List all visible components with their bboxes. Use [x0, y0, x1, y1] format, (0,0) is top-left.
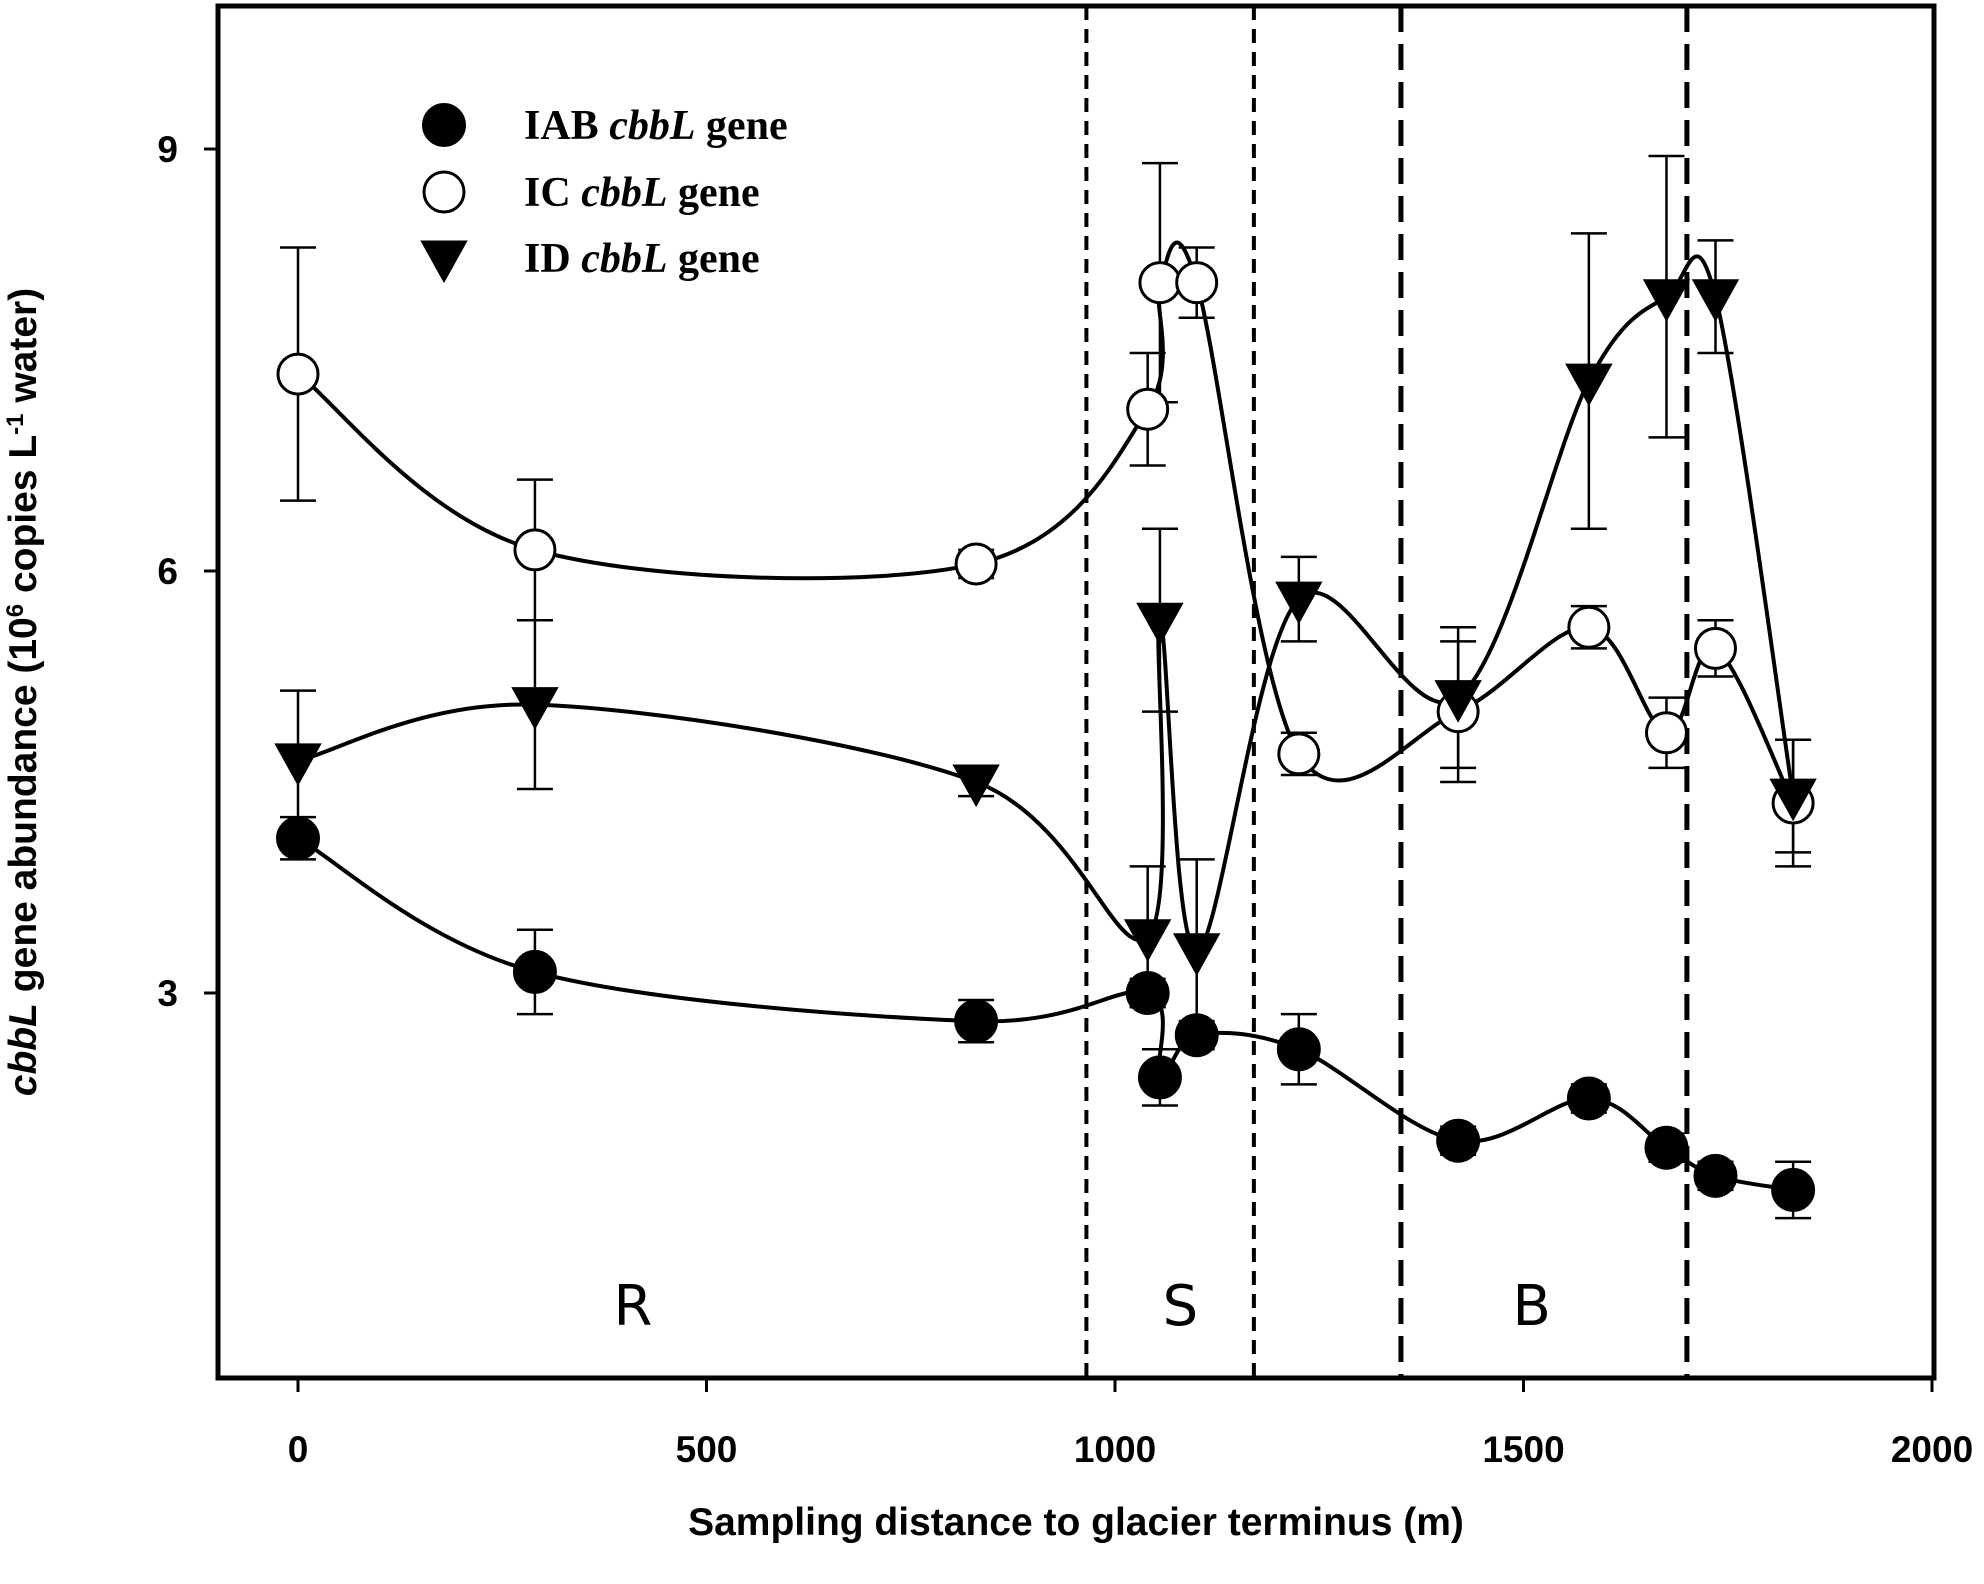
marker-id: [1434, 680, 1482, 723]
legend-label-suffix: gene: [696, 103, 788, 149]
y-axis: 3 6 9: [157, 129, 218, 1014]
marker-iab: [1125, 971, 1170, 1015]
x-tick-label: 0: [288, 1429, 309, 1470]
legend-item-ic: IC cbbL gene: [422, 170, 760, 216]
marker-ic: [1693, 626, 1737, 670]
marker-iab: [1137, 1055, 1182, 1100]
marker-id: [1173, 933, 1221, 976]
x-axis-title: Sampling distance to glacier terminus (m…: [688, 1501, 1464, 1544]
marker-iab: [1566, 1076, 1611, 1121]
error-bars: [280, 154, 1812, 1220]
legend-marker-ic: [422, 170, 466, 214]
marker-id: [1275, 581, 1323, 625]
y-title-sup: -1: [2, 414, 29, 435]
legend-label-suffix: gene: [667, 236, 759, 282]
marker-id: [1691, 279, 1740, 322]
legend-label-italic: cbbL: [581, 170, 667, 216]
marker-ic: [1138, 261, 1182, 305]
marker-id: [1769, 778, 1817, 822]
marker-ic: [513, 528, 557, 572]
marker-id: [1642, 279, 1691, 322]
y-title-italic: cbbL: [2, 1003, 45, 1096]
legend-item-iab: IAB cbbL gene: [422, 103, 788, 149]
y-title-part: copies L: [2, 435, 45, 604]
y-title-part: water): [2, 288, 45, 414]
series-lines: [296, 240, 1796, 1192]
marker-ic: [954, 542, 998, 586]
zone-lines: [1084, 6, 1690, 1378]
marker-ic: [1126, 387, 1170, 431]
legend-label-italic: cbbL: [609, 103, 695, 149]
series-line-ic: [296, 240, 1795, 804]
legend-label-prefix: ID: [524, 236, 581, 282]
y-title-part: gene abundance (10: [2, 617, 45, 1003]
marker-iab: [1644, 1125, 1689, 1170]
marker-id: [952, 764, 1000, 808]
y-tick-label: 6: [157, 551, 178, 592]
marker-iab: [1771, 1167, 1816, 1212]
marker-id: [1123, 919, 1172, 962]
legend-label-id: ID cbbL gene: [524, 236, 760, 282]
legend-label-ic: IC cbbL gene: [524, 170, 760, 216]
x-axis: 0 500 1000 1500 2000: [288, 1378, 1973, 1470]
marker-ic: [1277, 732, 1321, 776]
legend-label-suffix: gene: [667, 170, 759, 216]
marker-iab: [1436, 1118, 1481, 1163]
legend-label-iab: IAB cbbL gene: [524, 103, 788, 149]
legend-item-id: ID cbbL gene: [420, 236, 760, 284]
x-tick-label: 2000: [1891, 1429, 1973, 1470]
marker-iab: [276, 816, 320, 861]
markers: [274, 261, 1817, 1212]
marker-ic: [1644, 711, 1688, 755]
marker-id: [274, 743, 322, 787]
marker-ic: [1175, 261, 1219, 305]
legend-label-prefix: IAB: [524, 103, 609, 149]
x-tick-label: 1500: [1482, 1429, 1564, 1470]
marker-id: [1565, 363, 1613, 407]
zone-label-r: R: [614, 1274, 653, 1339]
y-title-sup: 6: [2, 604, 29, 617]
series-line-id: [297, 254, 1796, 953]
marker-ic: [276, 352, 320, 396]
marker-iab: [1276, 1027, 1321, 1072]
legend-marker-id: [420, 240, 468, 284]
legend-marker-iab: [422, 103, 466, 147]
legend-label-prefix: IC: [524, 170, 581, 216]
x-tick-label: 500: [676, 1429, 738, 1470]
marker-id: [1136, 602, 1184, 646]
zone-label-s: S: [1163, 1274, 1199, 1339]
marker-iab: [1693, 1153, 1738, 1198]
marker-iab: [1174, 1013, 1219, 1058]
marker-iab: [954, 999, 999, 1044]
y-axis-title: cbbL gene abundance (106 copies L-1 wate…: [2, 288, 46, 1096]
y-tick-label: 3: [157, 973, 178, 1014]
marker-ic: [1567, 605, 1611, 649]
x-tick-label: 1000: [1074, 1429, 1156, 1470]
legend-label-italic: cbbL: [581, 236, 667, 282]
plot-frame: [215, 3, 1937, 1381]
y-tick-label: 9: [157, 129, 178, 170]
marker-id: [511, 687, 559, 730]
zone-label-b: B: [1512, 1274, 1550, 1339]
marker-iab: [512, 949, 557, 994]
